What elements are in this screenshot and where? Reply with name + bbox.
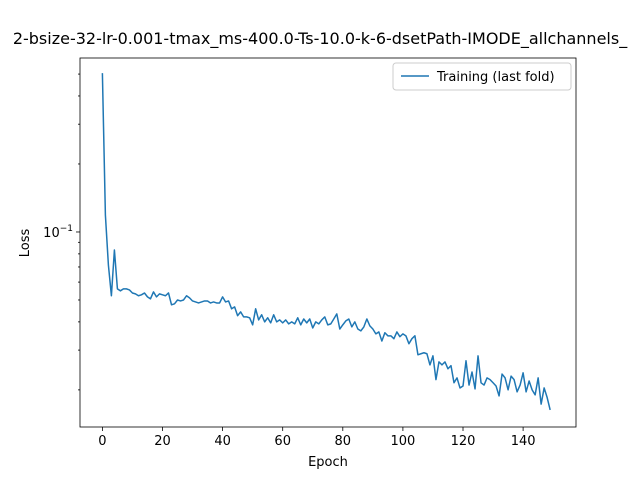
tick-base: 10	[43, 226, 60, 241]
x-tick-label: 40	[214, 434, 231, 449]
x-tick-label: 80	[335, 434, 352, 449]
x-tick-label: 120	[451, 434, 476, 449]
x-tick-label: 0	[98, 434, 106, 449]
legend-label: Training (last fold)	[436, 70, 555, 85]
x-tick-label: 60	[274, 434, 291, 449]
y-tick-label: 10−1	[43, 224, 73, 241]
y-axis-label: Loss	[18, 229, 33, 258]
line	[101, 73, 551, 411]
plot-frame	[79, 57, 577, 428]
x-tick-label: 140	[511, 434, 536, 449]
legend-box	[392, 62, 572, 91]
x-tick-label: 100	[390, 434, 415, 449]
tick-exponent: −1	[60, 224, 73, 234]
chart-title: 2-bsize-32-lr-0.001-tmax_ms-400.0-Ts-10.…	[13, 29, 628, 49]
x-axis-label: Epoch	[308, 455, 348, 470]
x-tick-label: 20	[154, 434, 171, 449]
